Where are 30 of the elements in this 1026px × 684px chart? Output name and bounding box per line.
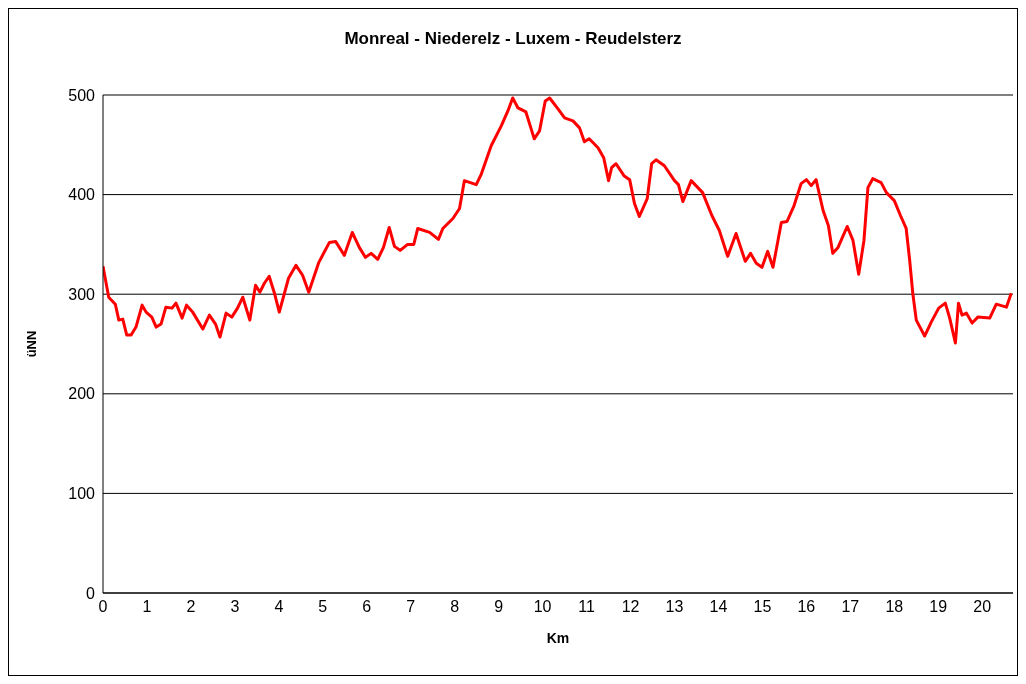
y-tick-label: 0 — [86, 584, 96, 602]
y-tick-label: 400 — [68, 186, 96, 204]
x-tick-label: 10 — [533, 598, 552, 616]
x-tick-label: 2 — [186, 598, 196, 616]
x-tick-label: 14 — [709, 598, 728, 616]
x-tick-label: 12 — [621, 598, 640, 616]
x-tick-label: 18 — [885, 598, 904, 616]
x-tick-label: 13 — [665, 598, 684, 616]
x-tick-label: 4 — [274, 598, 284, 616]
y-tick-label: 300 — [68, 285, 96, 303]
x-tick-label: 7 — [406, 598, 416, 616]
x-tick-label: 0 — [98, 598, 108, 616]
y-tick-label: 500 — [68, 86, 96, 104]
x-tick-label: 9 — [494, 598, 504, 616]
x-tick-label: 20 — [973, 598, 992, 616]
y-tick-label: 200 — [68, 385, 96, 403]
y-tick-label: 100 — [68, 485, 96, 503]
x-tick-label: 19 — [929, 598, 948, 616]
x-tick-label: 1 — [142, 598, 152, 616]
x-tick-label: 8 — [450, 598, 460, 616]
x-tick-label: 6 — [362, 598, 372, 616]
chart-title: Monreal - Niederelz - Luxem - Reudelsterz — [343, 29, 683, 49]
x-tick-label: 3 — [230, 598, 240, 616]
x-axis-title: Km — [546, 629, 570, 646]
x-tick-label: 5 — [318, 598, 328, 616]
x-tick-label: 11 — [578, 598, 595, 616]
x-tick-label: 16 — [797, 598, 816, 616]
y-axis-title: üNN — [23, 330, 39, 358]
x-tick-label: 17 — [841, 598, 860, 616]
x-tick-label: 15 — [753, 598, 772, 616]
